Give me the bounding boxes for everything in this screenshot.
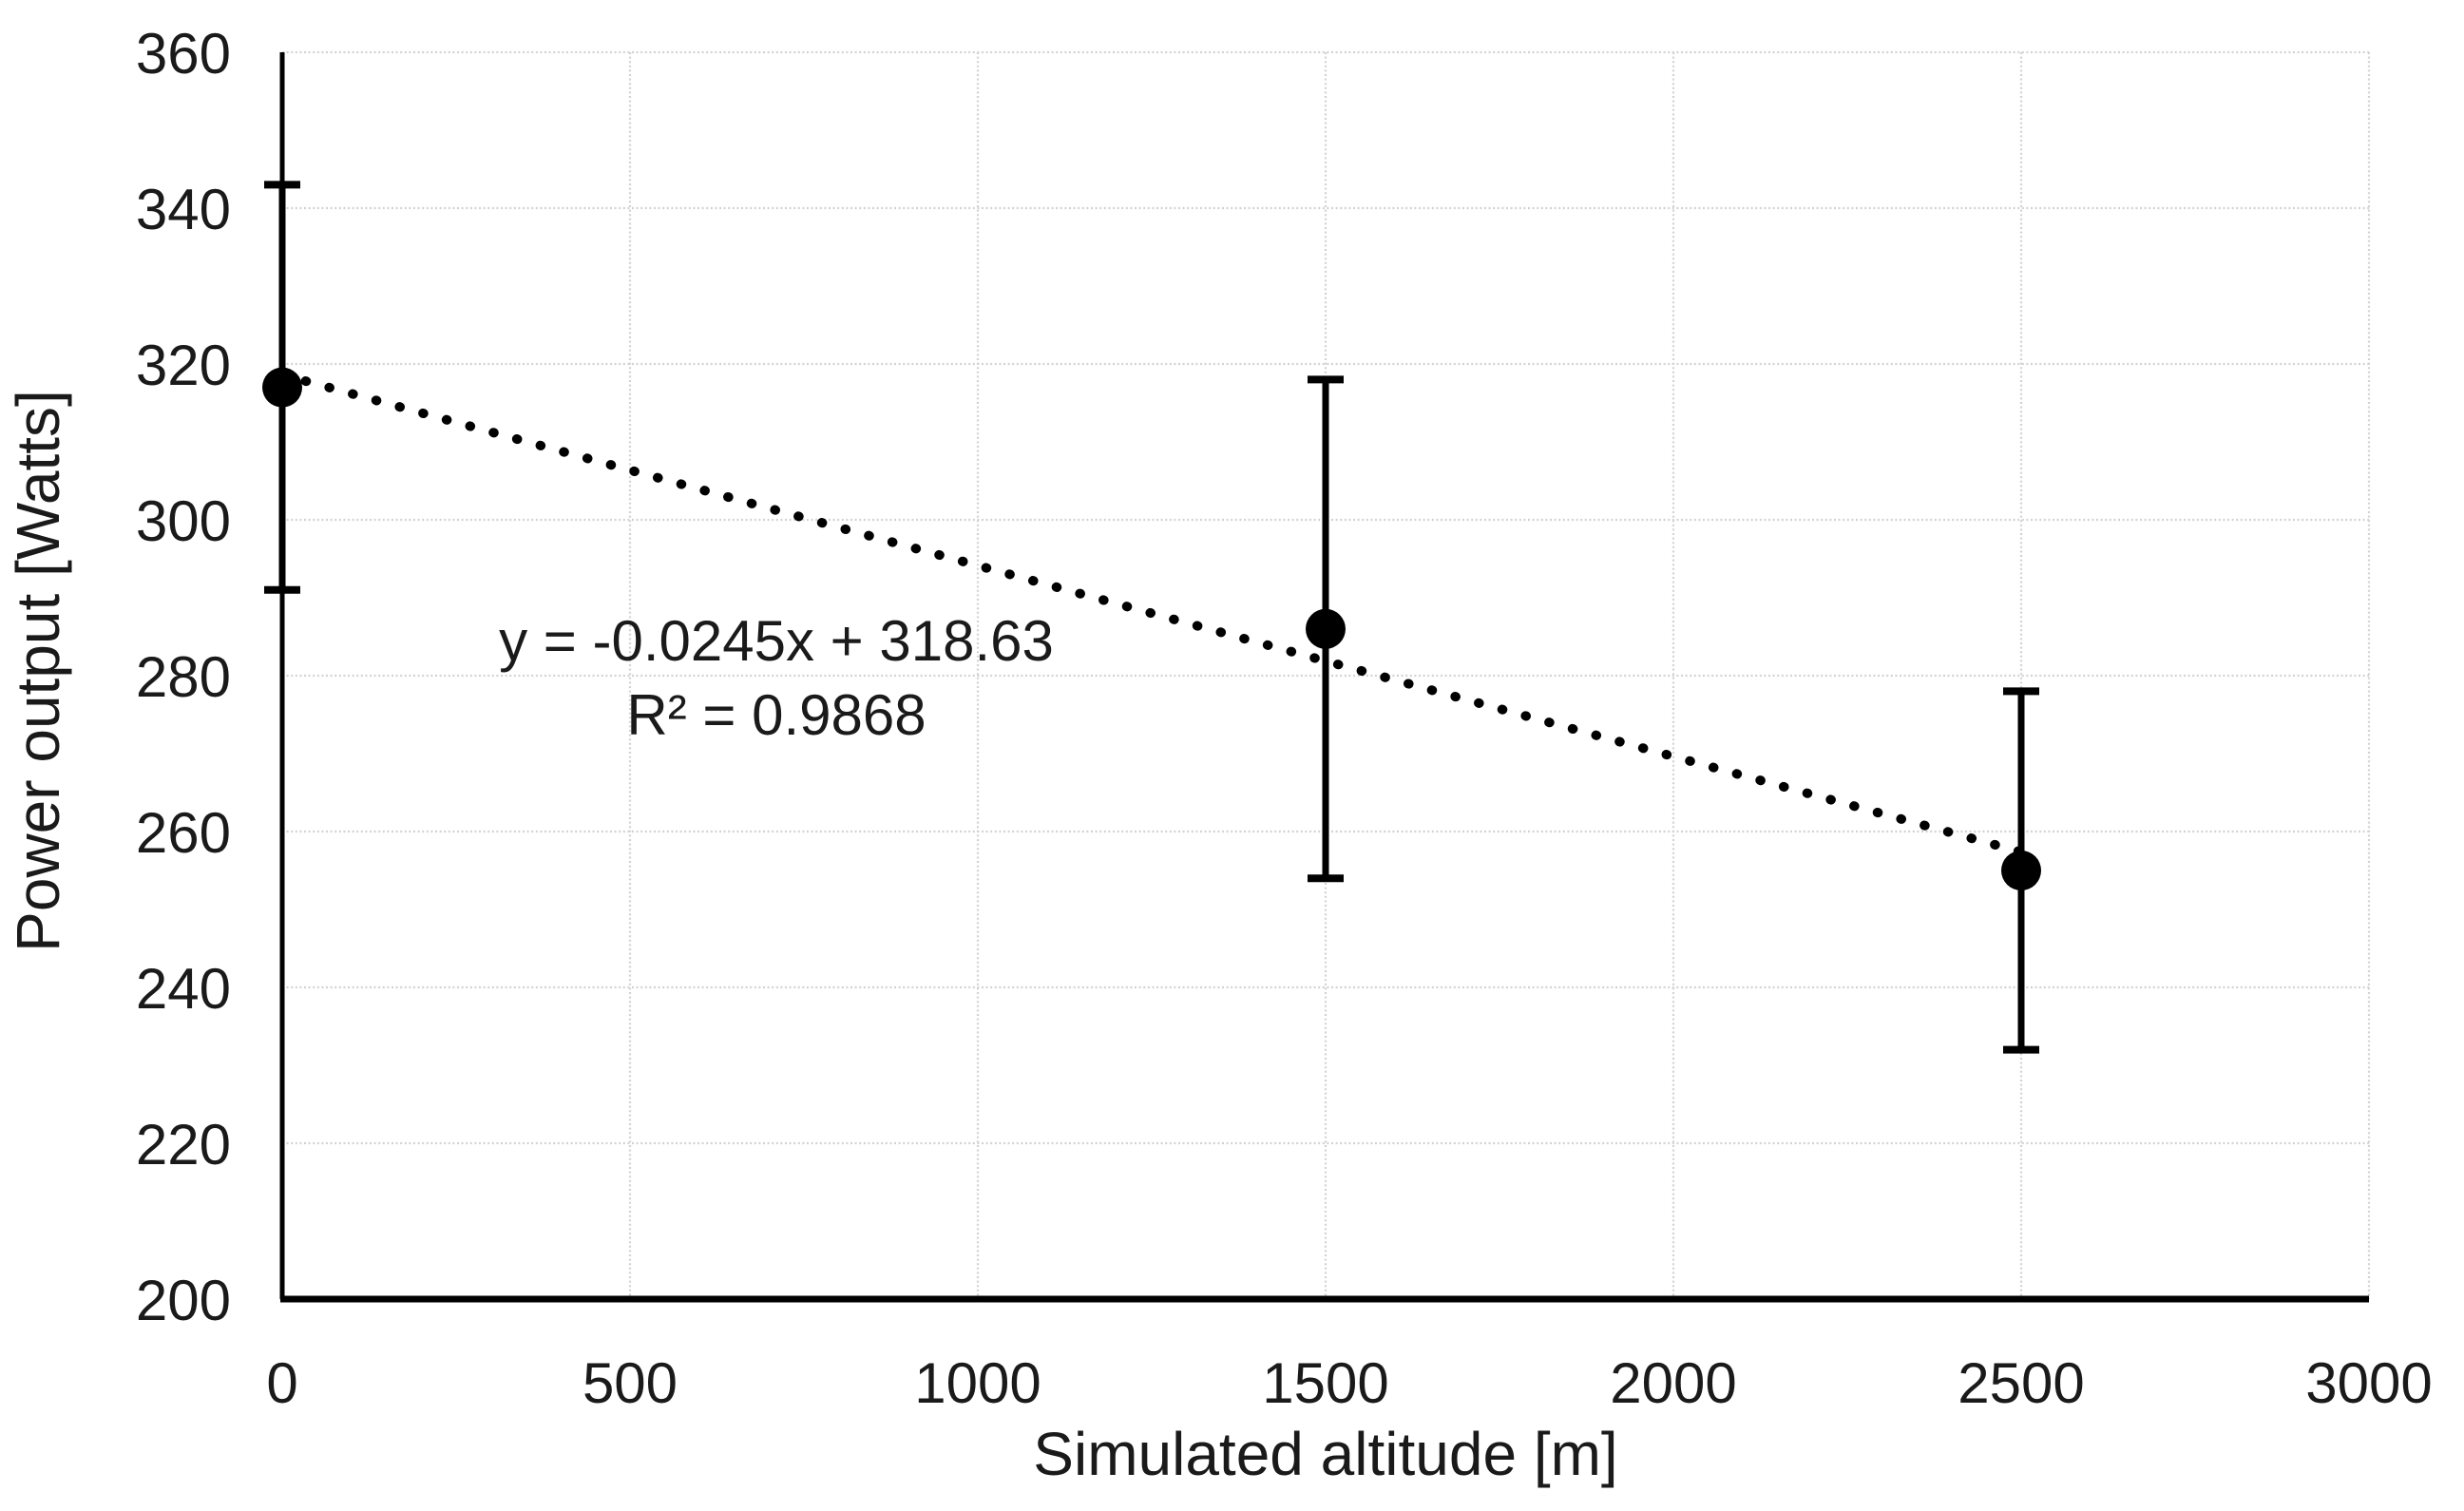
y-tick-label: 300 [136, 489, 231, 553]
data-point-marker [2001, 851, 2041, 890]
y-tick-label: 260 [136, 801, 231, 865]
x-tick-label: 500 [583, 1351, 678, 1415]
trendline-equation-label: y = -0.0245x + 318.63 [499, 609, 1054, 673]
y-tick-label: 360 [136, 22, 231, 86]
y-tick-label: 280 [136, 645, 231, 709]
y-tick-label: 200 [136, 1269, 231, 1332]
x-tick-label: 2000 [1610, 1351, 1736, 1415]
tick-labels-layer: 200 220 240 260 280 300 320 340 360 0 500 1000 1500 2… [136, 22, 2433, 1415]
y-tick-label: 240 [136, 957, 231, 1021]
y-axis-title: Power output [Watts] [4, 390, 72, 952]
x-tick-label: 2500 [1958, 1351, 2084, 1415]
data-point-marker [262, 367, 302, 408]
series-layer [262, 181, 2041, 1054]
data-point-marker [1306, 608, 1346, 649]
x-tick-label: 1500 [1262, 1351, 1388, 1415]
x-tick-label: 1000 [914, 1351, 1041, 1415]
trendline-r2-label: R² = 0.9868 [626, 683, 926, 747]
x-axis-title: Simulated altitude [m] [1033, 1420, 1617, 1488]
y-tick-label: 220 [136, 1113, 231, 1176]
y-tick-label: 340 [136, 178, 231, 241]
x-tick-label: 3000 [2305, 1351, 2432, 1415]
trendline [277, 370, 2026, 857]
x-tick-label: 0 [266, 1351, 297, 1415]
trendline-layer [277, 370, 2026, 857]
y-tick-label: 320 [136, 334, 231, 397]
